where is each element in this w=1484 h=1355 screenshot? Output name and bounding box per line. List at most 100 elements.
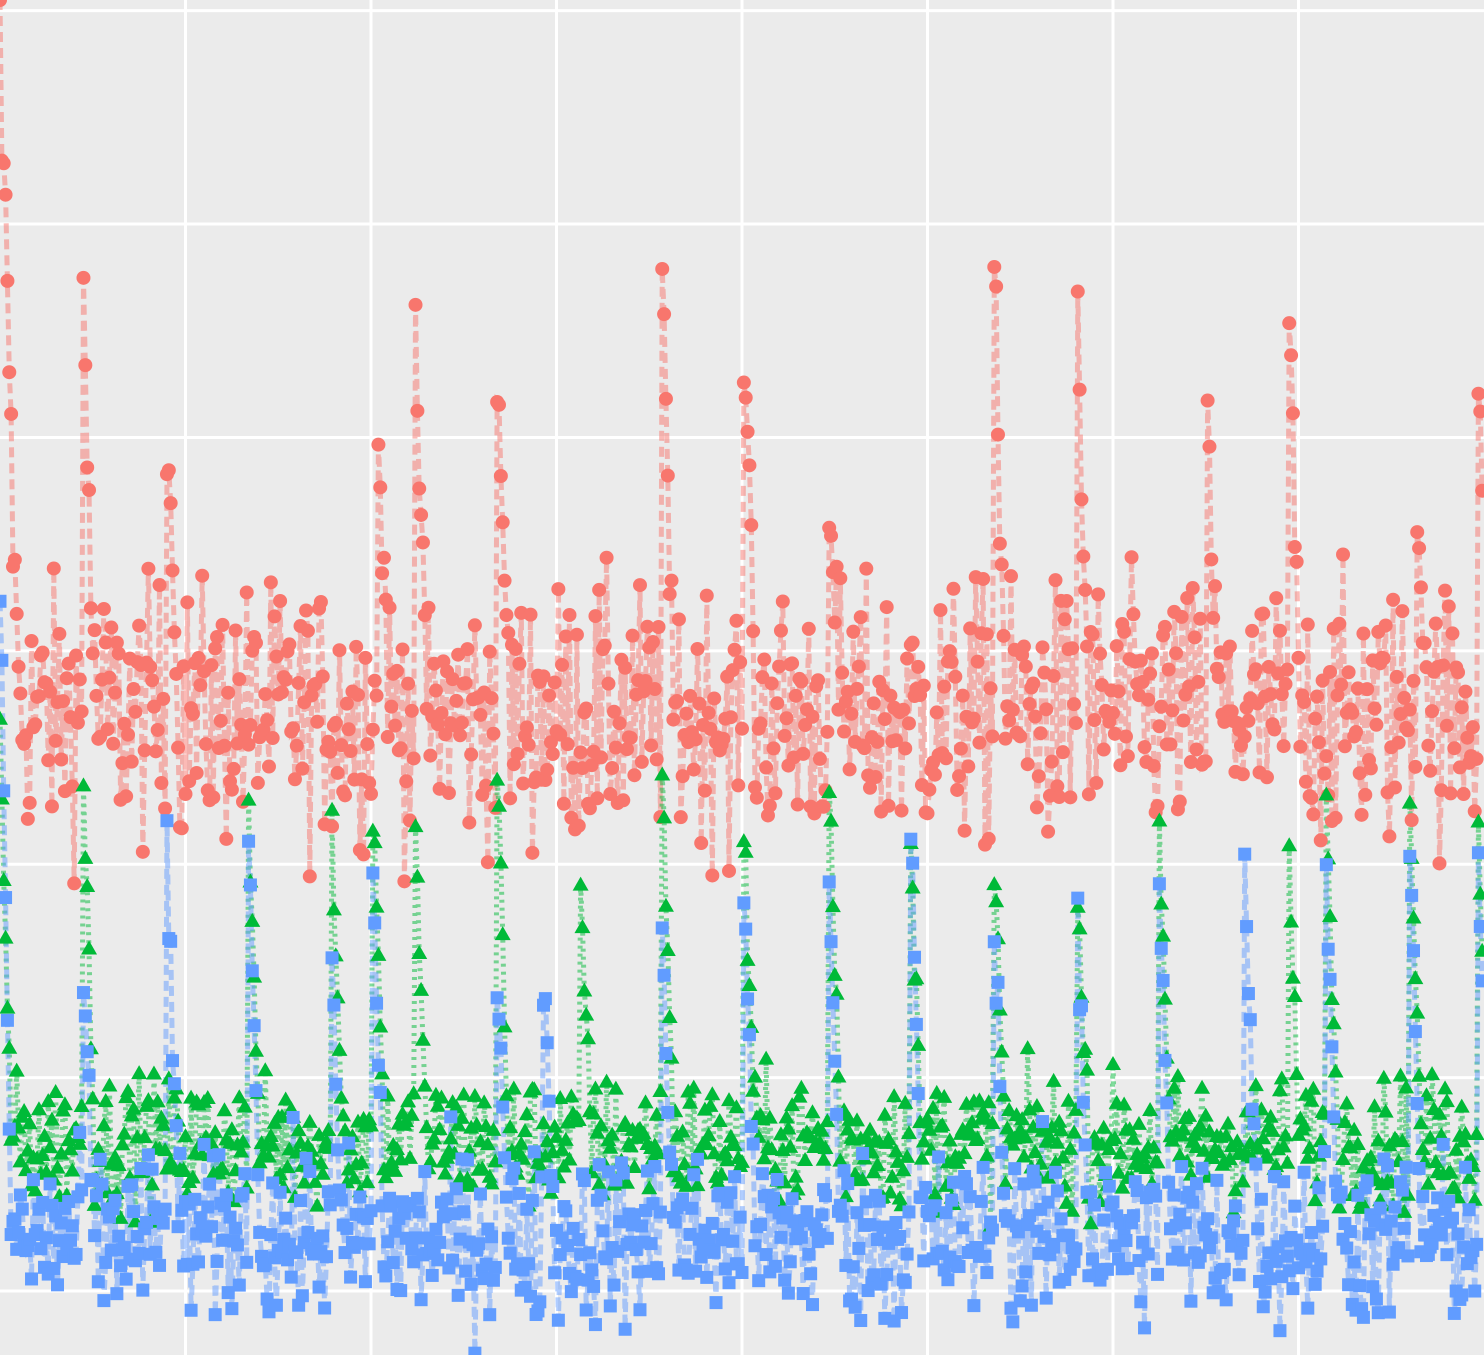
point-blue-277 — [507, 1161, 521, 1175]
point-blue-329 — [603, 1299, 617, 1313]
point-red-228 — [415, 535, 430, 550]
point-green-382 — [700, 1126, 717, 1141]
point-red-81 — [143, 659, 158, 674]
point-green-27 — [42, 1139, 59, 1154]
point-blue-53 — [91, 1275, 105, 1289]
point-blue-490 — [902, 1205, 916, 1219]
point-red-657 — [1211, 670, 1226, 685]
point-blue-617 — [1138, 1321, 1152, 1335]
point-red-50 — [85, 646, 100, 661]
point-red-158 — [286, 721, 301, 736]
point-green-332 — [607, 1080, 624, 1095]
point-blue-271 — [496, 1100, 510, 1114]
point-green-649 — [1195, 1142, 1212, 1157]
point-red-621 — [1144, 646, 1159, 661]
point-blue-780 — [1440, 1248, 1454, 1262]
point-green-652 — [1201, 1123, 1218, 1138]
point-blue-531 — [978, 1249, 992, 1263]
point-green-282 — [515, 1150, 532, 1165]
point-red-509 — [937, 679, 952, 694]
point-red-602 — [1109, 639, 1124, 654]
point-red-507 — [933, 603, 948, 618]
point-blue-712 — [1314, 1252, 1328, 1266]
point-blue-530 — [976, 1160, 990, 1174]
point-green-580 — [1067, 1101, 1084, 1116]
point-blue-297 — [544, 1168, 558, 1182]
point-blue-0 — [0, 594, 7, 608]
point-blue-62 — [108, 1193, 122, 1207]
point-blue-682 — [1258, 1285, 1272, 1299]
point-green-403 — [739, 951, 756, 966]
point-blue-270 — [494, 1041, 508, 1055]
point-blue-488 — [898, 1275, 912, 1289]
point-blue-204 — [371, 1058, 385, 1072]
point-green-171 — [309, 1197, 326, 1212]
point-green-483 — [887, 1143, 904, 1158]
point-green-369 — [676, 1156, 693, 1171]
point-blue-55 — [95, 1177, 109, 1191]
point-red-330 — [605, 761, 620, 776]
point-green-357 — [654, 766, 671, 781]
point-red-590 — [1087, 713, 1102, 728]
point-green-670 — [1234, 1173, 1251, 1188]
point-blue-205 — [373, 1085, 387, 1099]
point-green-78 — [136, 1128, 153, 1143]
point-red-397 — [729, 613, 744, 628]
point-blue-344 — [631, 1265, 645, 1279]
point-red-244 — [445, 672, 460, 687]
point-red-407 — [747, 780, 762, 795]
point-green-421 — [772, 1126, 789, 1141]
point-red-19 — [28, 717, 43, 732]
point-red-298 — [545, 747, 560, 762]
point-blue-760 — [1403, 849, 1417, 863]
point-red-10 — [11, 659, 26, 674]
point-green-322 — [589, 1124, 606, 1139]
point-red-675 — [1245, 623, 1260, 638]
point-red-278 — [508, 641, 523, 656]
point-red-459 — [844, 706, 859, 721]
point-red-160 — [289, 738, 304, 753]
point-red-322 — [590, 791, 605, 806]
point-blue-39 — [65, 1219, 79, 1233]
point-red-372 — [683, 688, 698, 703]
point-green-223 — [405, 1085, 422, 1100]
point-green-582 — [1071, 920, 1088, 935]
point-green-294 — [537, 1148, 554, 1163]
point-red-647 — [1193, 611, 1208, 626]
point-blue-539 — [993, 1080, 1007, 1094]
point-green-520 — [956, 1145, 973, 1160]
point-blue-600 — [1106, 1195, 1120, 1209]
point-red-149 — [269, 649, 284, 664]
point-green-577 — [1062, 1140, 1079, 1155]
point-red-737 — [1360, 682, 1375, 697]
point-red-433 — [796, 746, 811, 761]
point-red-560 — [1031, 769, 1046, 784]
point-green-384 — [704, 1086, 721, 1101]
point-green-762 — [1405, 909, 1422, 924]
point-red-61 — [106, 736, 121, 751]
point-blue-346 — [635, 1219, 649, 1233]
point-blue-663 — [1223, 1226, 1237, 1240]
point-blue-453 — [833, 1198, 847, 1212]
point-red-438 — [805, 709, 820, 724]
point-green-224 — [407, 818, 424, 833]
point-red-368 — [675, 769, 690, 784]
point-blue-200 — [364, 1204, 378, 1218]
point-red-203 — [369, 688, 384, 703]
point-red-279 — [510, 747, 525, 762]
point-red-119 — [213, 713, 228, 728]
series-line-red — [0, 0, 1484, 884]
point-blue-94 — [167, 1077, 181, 1091]
point-red-794 — [1465, 720, 1480, 735]
point-blue-71 — [125, 1178, 139, 1192]
point-green-402 — [737, 843, 754, 858]
point-blue-124 — [223, 1210, 237, 1224]
point-red-578 — [1065, 641, 1080, 656]
point-red-533 — [981, 831, 996, 846]
point-red-147 — [265, 731, 280, 746]
point-green-795 — [1466, 1191, 1483, 1206]
point-blue-413 — [759, 1248, 773, 1262]
point-green-387 — [709, 1174, 726, 1189]
point-green-186 — [337, 1122, 354, 1137]
point-green-370 — [678, 1177, 695, 1192]
